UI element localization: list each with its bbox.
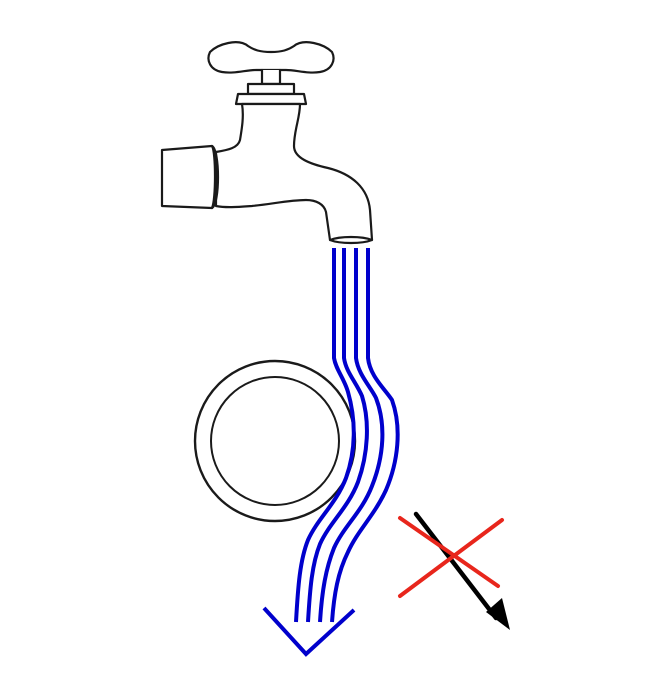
faucet-body <box>214 102 374 245</box>
faucet-inlet-ring <box>210 144 220 210</box>
arrow-down-icon <box>262 606 356 657</box>
water-line-4 <box>330 248 400 623</box>
water-line-2 <box>306 248 369 623</box>
wrong-arrow-shaft <box>413 511 499 621</box>
water-line-3 <box>318 248 385 623</box>
crossed-arrow-icon <box>398 511 510 630</box>
faucet-outlet <box>328 235 374 242</box>
circle-object-icon <box>193 359 357 523</box>
red-cross-stroke-2 <box>398 518 504 598</box>
faucet-handle <box>207 41 335 74</box>
water-line-1 <box>294 248 356 623</box>
water-stream-icon <box>294 248 400 623</box>
faucet-stem <box>260 68 282 86</box>
faucet-bonnet-nut <box>246 82 296 96</box>
red-cross-stroke-1 <box>398 516 500 588</box>
faucet-bonnet-collar <box>234 92 308 106</box>
cylinder-inner <box>210 376 340 506</box>
wrong-arrow-head <box>486 598 510 630</box>
faucet-icon <box>160 41 374 245</box>
faucet-inlet-pipe <box>160 144 217 210</box>
